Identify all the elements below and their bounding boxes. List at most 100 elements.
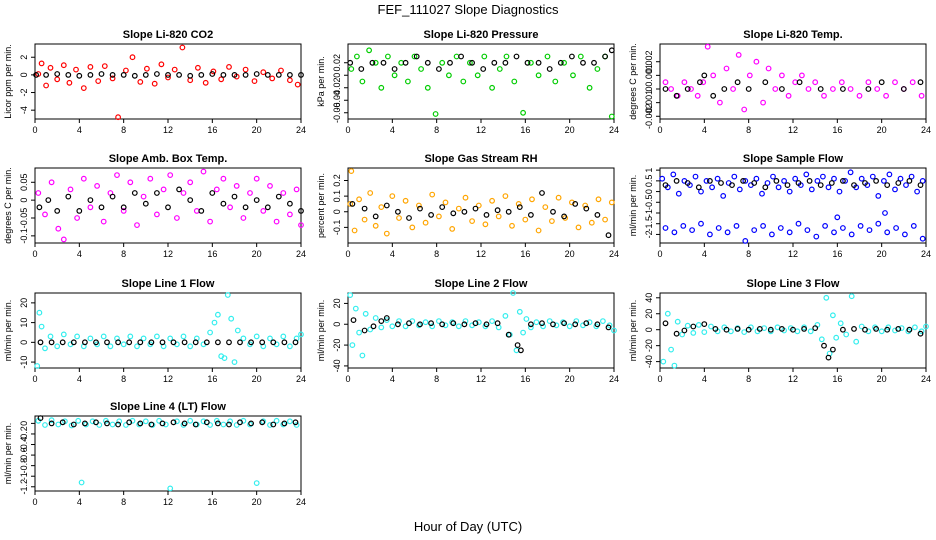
data-point bbox=[583, 320, 590, 327]
data-point bbox=[292, 419, 299, 426]
y-tick-label: -1.5 bbox=[644, 216, 654, 232]
data-point bbox=[535, 227, 542, 234]
data-point bbox=[432, 111, 439, 117]
series-2 bbox=[662, 177, 924, 191]
data-point bbox=[389, 323, 396, 330]
data-point bbox=[231, 71, 238, 78]
data-point bbox=[95, 78, 102, 84]
x-tick-label: 4 bbox=[77, 249, 82, 259]
data-point bbox=[356, 329, 363, 336]
series-2 bbox=[349, 190, 612, 239]
series-1 bbox=[34, 292, 304, 369]
data-point bbox=[502, 193, 509, 200]
data-point bbox=[370, 323, 377, 330]
data-point bbox=[701, 329, 708, 336]
data-point bbox=[87, 204, 94, 211]
x-tick-label: 4 bbox=[702, 125, 707, 135]
y-tick-label: -0.5 bbox=[644, 195, 654, 211]
data-point bbox=[367, 190, 374, 196]
data-point bbox=[762, 184, 769, 191]
data-point bbox=[836, 188, 843, 195]
y-tick-label: 0.05 bbox=[19, 174, 29, 192]
data-point bbox=[779, 72, 785, 79]
data-point bbox=[260, 69, 267, 76]
panel-10: Slope Line 4 (LT) Flow ml/min per min. 0 4 8… bbox=[3, 401, 306, 507]
data-point bbox=[242, 204, 249, 211]
data-point bbox=[80, 175, 87, 182]
data-point bbox=[260, 418, 267, 425]
y-tick-label: 0 bbox=[332, 322, 342, 327]
data-point bbox=[43, 71, 49, 78]
y-axis-label: ml/min per min. bbox=[3, 300, 13, 362]
data-point bbox=[383, 202, 390, 209]
panel-title: Slope Line 3 Flow bbox=[747, 278, 840, 290]
data-point bbox=[359, 352, 366, 359]
data-point bbox=[862, 180, 868, 186]
data-point bbox=[395, 321, 401, 328]
data-point bbox=[717, 99, 723, 106]
data-point bbox=[875, 192, 882, 199]
data-point bbox=[372, 222, 379, 229]
data-point bbox=[848, 293, 855, 300]
y-tick-label: -4 bbox=[19, 106, 29, 114]
data-point bbox=[60, 62, 67, 69]
data-point bbox=[70, 339, 77, 346]
x-tick-label: 4 bbox=[702, 374, 707, 384]
data-point bbox=[772, 86, 779, 92]
x-tick-label: 0 bbox=[32, 249, 37, 259]
data-point bbox=[503, 53, 510, 60]
y-tick-label: -40 bbox=[644, 355, 654, 368]
data-point bbox=[107, 343, 114, 350]
series-2 bbox=[37, 415, 299, 428]
data-point bbox=[664, 310, 671, 317]
data-point bbox=[176, 71, 183, 78]
data-point bbox=[779, 86, 785, 92]
data-point bbox=[129, 54, 136, 61]
data-point bbox=[695, 184, 702, 191]
data-point bbox=[866, 227, 873, 234]
data-point bbox=[148, 421, 155, 428]
series-1 bbox=[35, 168, 304, 243]
data-point bbox=[753, 58, 760, 65]
data-point bbox=[582, 202, 589, 209]
data-point bbox=[865, 79, 872, 86]
data-point bbox=[153, 71, 160, 77]
data-point bbox=[385, 53, 391, 60]
data-point bbox=[298, 71, 304, 78]
data-point bbox=[87, 335, 94, 342]
data-point bbox=[396, 215, 402, 221]
x-tick-label: 8 bbox=[121, 249, 126, 259]
plot-frame bbox=[34, 43, 302, 120]
data-point bbox=[491, 59, 498, 66]
data-point bbox=[560, 319, 566, 326]
panel-6: Slope Sample Flow ml/min per min. 0 4 8 12 16 2… bbox=[628, 153, 931, 259]
x-tick-label: 12 bbox=[476, 374, 486, 384]
data-point bbox=[287, 211, 293, 218]
data-point bbox=[33, 71, 39, 78]
data-point bbox=[540, 323, 546, 330]
panel-title: Slope Amb. Box Temp. bbox=[109, 153, 228, 165]
data-point bbox=[751, 180, 758, 186]
data-point bbox=[167, 335, 174, 342]
x-tick-label: 0 bbox=[345, 374, 350, 384]
data-point bbox=[120, 71, 127, 78]
data-point bbox=[294, 81, 301, 88]
data-point bbox=[906, 177, 913, 184]
data-point bbox=[280, 421, 287, 428]
data-point bbox=[147, 175, 154, 182]
data-point bbox=[594, 66, 601, 72]
y-tick-label: 0 bbox=[644, 189, 654, 194]
data-point bbox=[919, 235, 926, 242]
x-tick-label: 24 bbox=[921, 249, 931, 259]
data-point bbox=[535, 59, 542, 66]
data-point bbox=[100, 333, 107, 340]
data-point bbox=[712, 326, 719, 332]
y-tick-label: -0.1 bbox=[332, 220, 342, 236]
data-point bbox=[273, 218, 280, 225]
data-point bbox=[489, 318, 496, 325]
data-point bbox=[847, 86, 854, 92]
data-point bbox=[831, 229, 837, 236]
data-point bbox=[48, 339, 55, 346]
panel-title: Slope Gas Stream RH bbox=[424, 153, 537, 165]
